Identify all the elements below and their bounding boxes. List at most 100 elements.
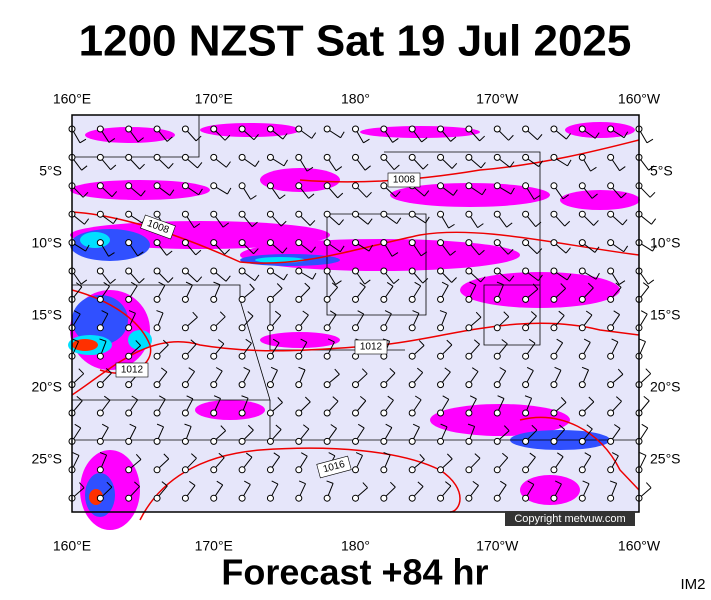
barb-flag (497, 395, 505, 399)
station (607, 210, 615, 218)
station (125, 381, 133, 389)
barb-flag (591, 193, 598, 199)
barb-flag (557, 452, 564, 458)
barb-flag (527, 480, 535, 485)
barb-flag (445, 481, 452, 487)
station (607, 409, 615, 417)
barb-flag (392, 138, 399, 143)
isobar-label-box (316, 455, 352, 479)
station (266, 182, 274, 190)
station (437, 267, 445, 275)
barb-flag (224, 249, 230, 255)
barb-flag (162, 339, 169, 346)
barb-flag (283, 273, 288, 281)
station (210, 295, 218, 303)
barb-flag (359, 282, 366, 288)
station (607, 295, 615, 303)
station (181, 239, 189, 247)
barb-flag (619, 166, 626, 172)
barb-flag (424, 190, 430, 197)
barb-flag (80, 279, 88, 285)
barb-flag (273, 452, 280, 458)
station (465, 409, 473, 417)
barb-flag (340, 131, 345, 138)
barb-flag (529, 452, 536, 458)
barb-flag (503, 425, 510, 432)
station (238, 239, 246, 247)
barb-flag (355, 452, 363, 456)
image-code: IM2 (680, 576, 705, 593)
barb-flag (298, 480, 306, 485)
barb-flag (581, 366, 589, 371)
barb-flag (311, 132, 317, 139)
barb-flag (217, 339, 225, 345)
barb-flag (414, 281, 421, 287)
station (437, 381, 445, 389)
barb-flag (479, 135, 486, 142)
barb-flag (506, 222, 513, 228)
forecast-label: Forecast +84 hr (221, 552, 488, 593)
barb-flag (638, 338, 646, 343)
station (607, 239, 615, 247)
map-background (72, 115, 639, 512)
barb-flag (617, 368, 624, 375)
barb-flag (140, 190, 146, 197)
station (607, 125, 615, 133)
axis-labels: 160°E 170°E 180° 170°W 160°W 160°E 170°E 180° 17… (31, 91, 680, 554)
left-label: 15°S (31, 307, 62, 323)
barb-flag (135, 453, 142, 460)
station (550, 324, 558, 332)
station (465, 210, 473, 218)
station (352, 182, 359, 190)
barb-flag (79, 138, 87, 144)
station (550, 153, 558, 161)
station (295, 352, 303, 360)
station (408, 437, 416, 445)
station (522, 210, 530, 218)
station (323, 409, 331, 417)
barb-flag (622, 219, 628, 226)
right-label: 25°S (650, 451, 681, 467)
station (96, 409, 104, 417)
station (323, 324, 331, 332)
barb-flag (558, 310, 565, 316)
barb-flag (587, 282, 594, 289)
barb-flag (108, 252, 115, 257)
barb-flag (216, 480, 223, 486)
station (352, 210, 359, 218)
barb-flag (590, 166, 597, 172)
station (352, 466, 359, 474)
station (578, 381, 586, 389)
barb-flag (163, 453, 170, 460)
barb-flag (225, 161, 231, 168)
rain-area (70, 180, 210, 200)
station (153, 352, 161, 360)
station (352, 153, 359, 161)
station (153, 437, 161, 445)
barb-flag (166, 250, 173, 256)
barb-flag (640, 310, 648, 315)
barb-flag (78, 368, 85, 375)
station (96, 352, 104, 360)
station (181, 381, 189, 389)
right-label: 5°S (650, 163, 673, 179)
barb-flag (334, 368, 340, 375)
station (181, 409, 189, 417)
barb-flag (363, 138, 370, 144)
station (578, 153, 586, 161)
barb-flag (101, 423, 109, 428)
barb-flag (639, 452, 647, 456)
barb-flag (554, 366, 562, 371)
barb-flag (467, 423, 475, 427)
barb-flag (364, 279, 371, 285)
station (550, 267, 558, 275)
station (125, 409, 133, 417)
station (210, 125, 218, 133)
station (380, 295, 388, 303)
barb-flag (246, 452, 253, 458)
left-label: 20°S (31, 379, 62, 395)
station (181, 324, 189, 332)
station (238, 381, 246, 389)
station (408, 267, 416, 275)
